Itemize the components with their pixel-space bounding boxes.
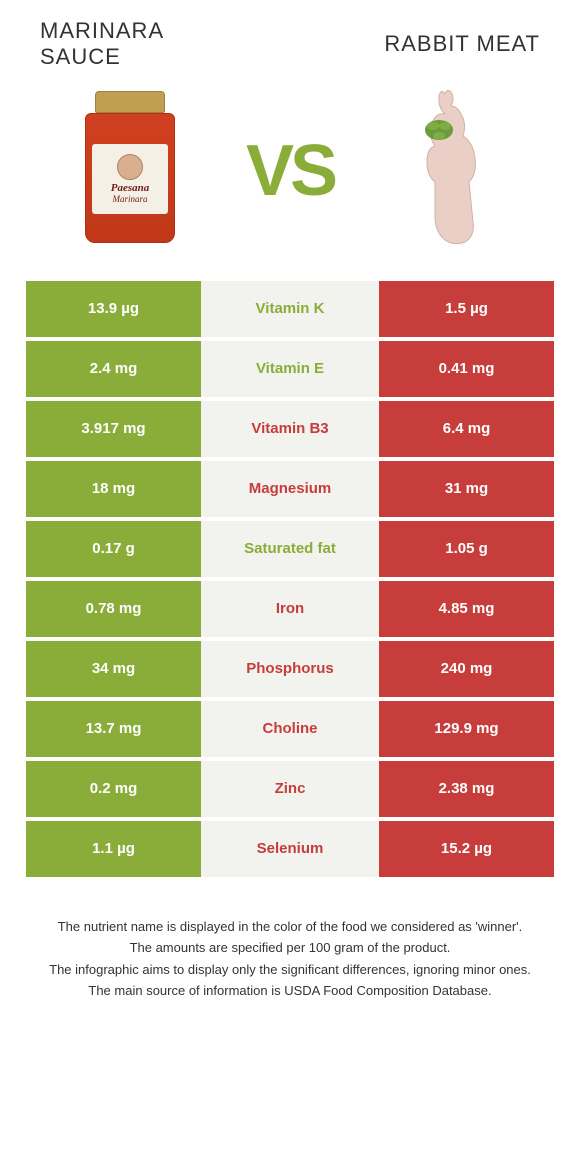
right-value: 2.38 mg bbox=[379, 761, 554, 817]
right-value: 15.2 µg bbox=[379, 821, 554, 877]
nutrient-label: Saturated fat bbox=[201, 521, 379, 577]
left-value: 18 mg bbox=[26, 461, 201, 517]
footnote-3: The infographic aims to display only the… bbox=[40, 960, 540, 980]
nutrient-label: Vitamin B3 bbox=[201, 401, 379, 457]
left-value: 13.9 µg bbox=[26, 281, 201, 337]
left-value: 34 mg bbox=[26, 641, 201, 697]
jar-variety: Marinara bbox=[112, 194, 147, 204]
footnote-1: The nutrient name is displayed in the co… bbox=[40, 917, 540, 937]
right-value: 1.5 µg bbox=[379, 281, 554, 337]
footnote-4: The main source of information is USDA F… bbox=[40, 981, 540, 1001]
nutrient-row: 3.917 mgVitamin B36.4 mg bbox=[26, 401, 554, 457]
nutrient-row: 0.78 mgIron4.85 mg bbox=[26, 581, 554, 637]
header: MARINARA SAUCE RABBIT MEAT bbox=[0, 0, 580, 81]
left-value: 0.78 mg bbox=[26, 581, 201, 637]
nutrient-row: 13.7 mgCholine129.9 mg bbox=[26, 701, 554, 757]
nutrient-row: 34 mgPhosphorus240 mg bbox=[26, 641, 554, 697]
rabbit-meat-icon bbox=[405, 86, 495, 256]
right-food-image bbox=[390, 81, 510, 261]
nutrient-label: Magnesium bbox=[201, 461, 379, 517]
jar-brand: Paesana bbox=[111, 182, 150, 194]
nutrient-row: 0.2 mgZinc2.38 mg bbox=[26, 761, 554, 817]
nutrient-label: Phosphorus bbox=[201, 641, 379, 697]
left-value: 1.1 µg bbox=[26, 821, 201, 877]
right-value: 1.05 g bbox=[379, 521, 554, 577]
right-value: 6.4 mg bbox=[379, 401, 554, 457]
right-food-title: RABBIT MEAT bbox=[384, 31, 540, 57]
right-value: 4.85 mg bbox=[379, 581, 554, 637]
nutrient-label: Selenium bbox=[201, 821, 379, 877]
nutrient-row: 1.1 µgSelenium15.2 µg bbox=[26, 821, 554, 877]
left-food-title: MARINARA SAUCE bbox=[40, 18, 164, 71]
nutrient-label: Vitamin E bbox=[201, 341, 379, 397]
right-value: 31 mg bbox=[379, 461, 554, 517]
images-row: Paesana Marinara VS bbox=[0, 81, 580, 281]
left-value: 0.2 mg bbox=[26, 761, 201, 817]
left-value: 13.7 mg bbox=[26, 701, 201, 757]
nutrient-label: Iron bbox=[201, 581, 379, 637]
left-food-image: Paesana Marinara bbox=[70, 81, 190, 261]
nutrient-label: Zinc bbox=[201, 761, 379, 817]
footer-notes: The nutrient name is displayed in the co… bbox=[0, 881, 580, 1023]
infographic-container: MARINARA SAUCE RABBIT MEAT Paesana Marin… bbox=[0, 0, 580, 1023]
vs-label: VS bbox=[246, 130, 334, 212]
nutrient-table: 13.9 µgVitamin K1.5 µg2.4 mgVitamin E0.4… bbox=[26, 281, 554, 877]
nutrient-row: 18 mgMagnesium31 mg bbox=[26, 461, 554, 517]
left-value: 2.4 mg bbox=[26, 341, 201, 397]
right-value: 129.9 mg bbox=[379, 701, 554, 757]
left-value: 3.917 mg bbox=[26, 401, 201, 457]
marinara-jar-icon: Paesana Marinara bbox=[85, 91, 175, 251]
left-value: 0.17 g bbox=[26, 521, 201, 577]
nutrient-row: 2.4 mgVitamin E0.41 mg bbox=[26, 341, 554, 397]
footnote-2: The amounts are specified per 100 gram o… bbox=[40, 938, 540, 958]
nutrient-row: 13.9 µgVitamin K1.5 µg bbox=[26, 281, 554, 337]
nutrient-label: Choline bbox=[201, 701, 379, 757]
nutrient-row: 0.17 gSaturated fat1.05 g bbox=[26, 521, 554, 577]
right-value: 0.41 mg bbox=[379, 341, 554, 397]
right-value: 240 mg bbox=[379, 641, 554, 697]
nutrient-label: Vitamin K bbox=[201, 281, 379, 337]
